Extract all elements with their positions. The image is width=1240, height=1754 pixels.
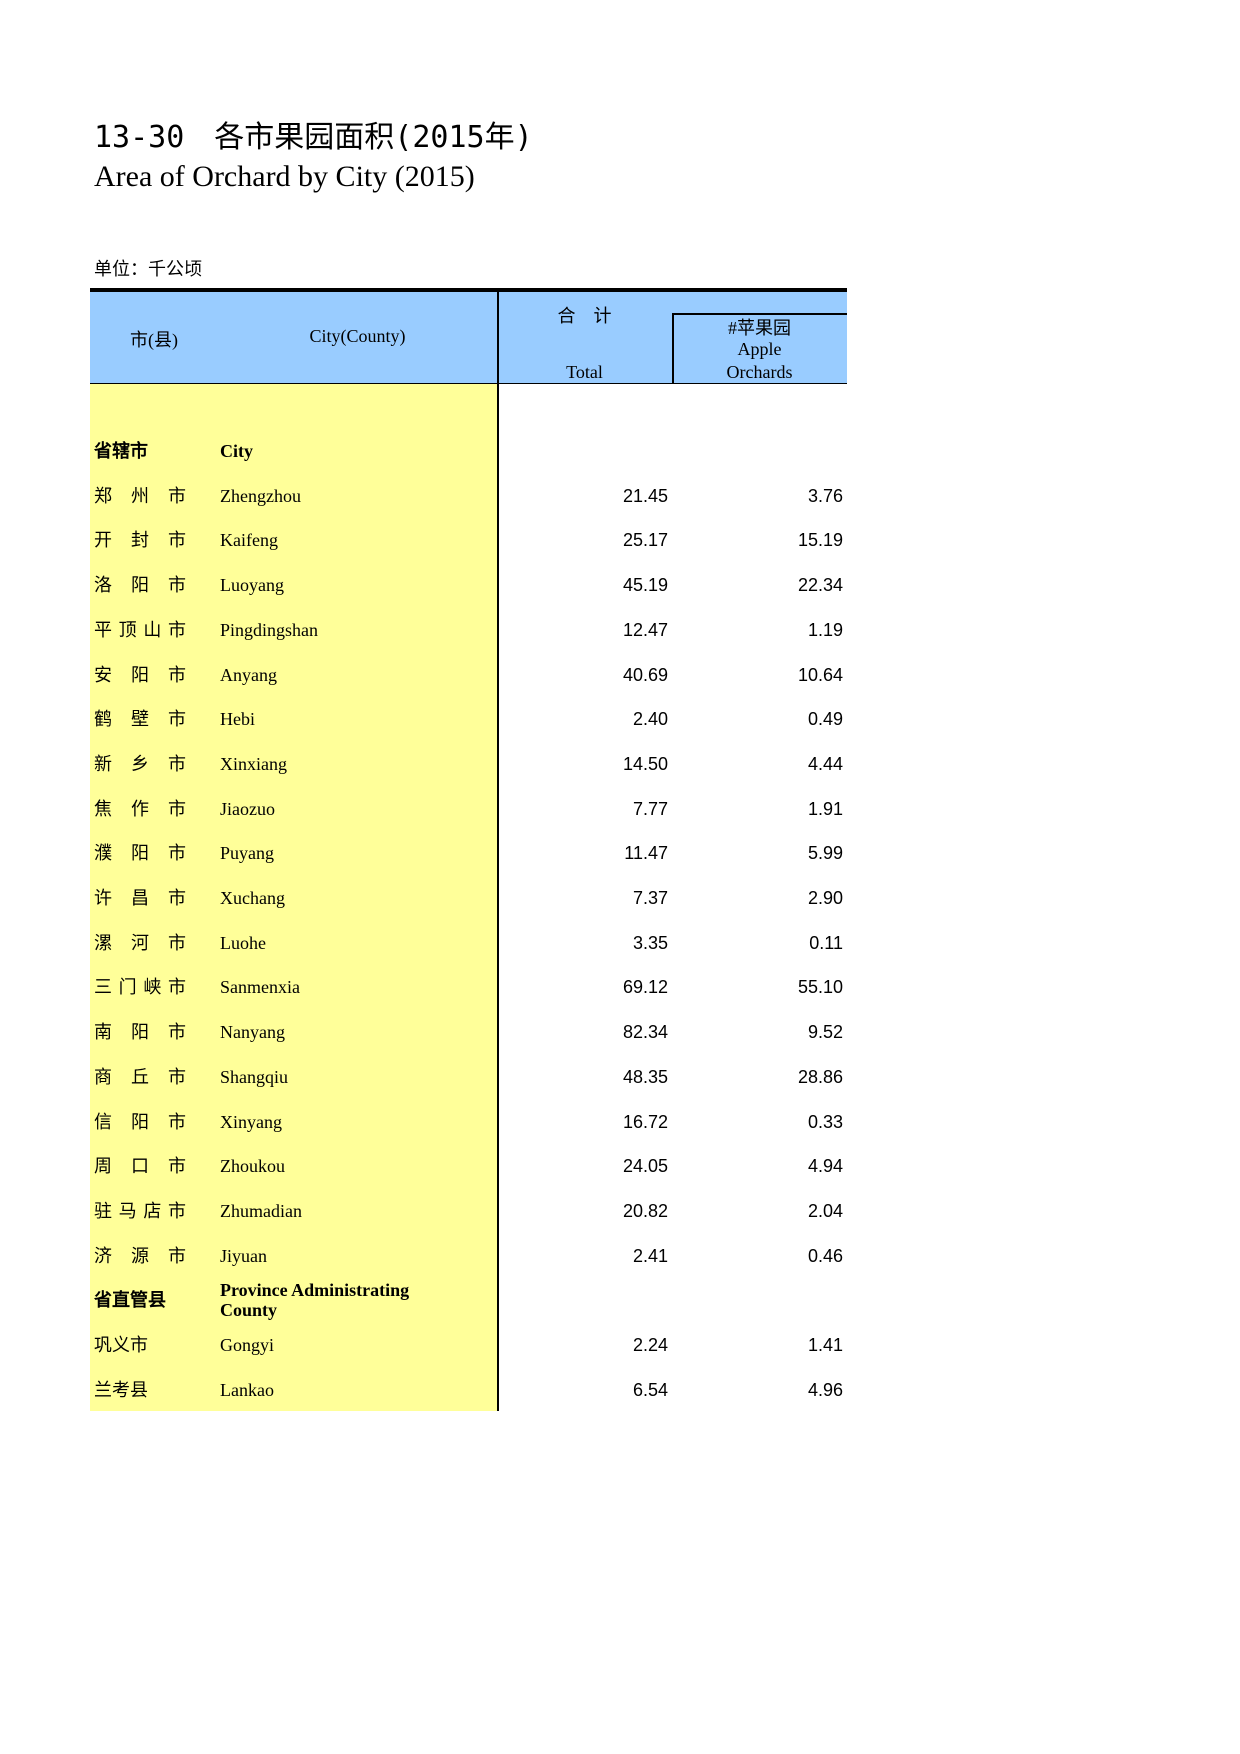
row-name-en: Shangqiu (220, 1066, 289, 1087)
row-name-en: Zhoukou (220, 1156, 285, 1177)
row-name-cn: 许昌市 (94, 888, 186, 908)
row-total: 69.12 (622, 977, 668, 998)
title-cn: 13-30 各市果园面积(2015年) (94, 120, 533, 155)
row-name-cn: 周口市 (94, 1156, 186, 1177)
row-name-en: Hebi (220, 709, 255, 730)
row-name-cn: 濮阳市 (94, 843, 186, 864)
row-apple: 1.41 (807, 1335, 843, 1355)
header-apple-en: Apple Orchards (726, 339, 793, 382)
row-apple: 1.91 (807, 798, 843, 819)
row-total: 48.35 (622, 1066, 668, 1087)
section-en: Province Administrating County (220, 1280, 410, 1321)
row-name-en: Jiaozuo (220, 798, 275, 819)
row-name-en: Xuchang (220, 888, 285, 908)
row-name-cn: 济源市 (94, 1245, 186, 1266)
row-name-en: Puyang (220, 843, 274, 864)
name-column-fill (90, 384, 497, 1411)
row-name-en: Sanmenxia (220, 977, 300, 998)
header-name-en: City(County) (309, 326, 406, 346)
row-total: 45.19 (622, 575, 668, 596)
row-apple: 4.94 (807, 1156, 843, 1177)
row-name-en: Gongyi (220, 1335, 274, 1355)
row-apple: 1.19 (807, 619, 843, 640)
row-name-cn: 郑州市 (94, 485, 186, 506)
header-divider (672, 313, 847, 315)
row-total: 7.77 (632, 798, 668, 819)
row-apple: 55.10 (797, 977, 843, 998)
row-total: 11.47 (624, 843, 668, 864)
row-name-en: Xinxiang (220, 753, 287, 774)
row-total: 2.40 (632, 709, 668, 730)
row-apple: 9.52 (807, 1022, 843, 1043)
header-total-cn: 合 计 (557, 306, 612, 326)
row-name-en: Kaifeng (220, 530, 278, 551)
column-divider (672, 313, 674, 384)
row-apple: 0.11 (809, 932, 843, 953)
row-apple: 28.86 (797, 1066, 843, 1087)
row-total: 3.35 (632, 932, 668, 953)
row-apple: 4.44 (807, 753, 843, 774)
row-total: 82.34 (622, 1022, 668, 1043)
row-name-en: Anyang (220, 664, 277, 685)
row-name-en: Pingdingshan (220, 619, 319, 640)
row-name-cn: 洛阳市 (94, 575, 186, 596)
row-total: 14.50 (622, 753, 668, 774)
header-apple-cn: #苹果园 (728, 318, 791, 338)
row-total: 7.37 (632, 888, 668, 908)
row-name-cn: 焦作市 (94, 798, 186, 819)
row-name-en: Luohe (220, 932, 266, 953)
row-name-en: Lankao (220, 1379, 274, 1400)
row-apple: 0.46 (807, 1245, 843, 1266)
row-name-cn: 漯河市 (94, 932, 186, 953)
header-total-en: Total (566, 362, 603, 382)
row-name-cn: 巩义市 (94, 1335, 148, 1355)
row-name-cn: 安阳市 (94, 664, 186, 685)
row-name-cn: 新乡市 (94, 753, 186, 774)
row-name-en: Zhumadian (220, 1200, 302, 1221)
row-name-en: Nanyang (220, 1022, 285, 1043)
row-name-cn: 南阳市 (94, 1022, 186, 1043)
row-total: 21.45 (622, 485, 668, 506)
row-total: 12.47 (622, 619, 668, 640)
row-name-cn: 开封市 (94, 530, 186, 551)
row-name-en: Xinyang (220, 1111, 282, 1132)
row-apple: 15.19 (797, 530, 843, 551)
row-apple: 22.34 (797, 575, 843, 596)
row-total: 25.17 (622, 530, 668, 551)
row-name-en: Jiyuan (220, 1245, 267, 1266)
row-name-cn: 商丘市 (94, 1066, 186, 1087)
row-total: 20.82 (622, 1200, 668, 1221)
row-apple: 4.96 (807, 1379, 843, 1400)
section-cn: 省辖市 (94, 441, 148, 461)
title-en: Area of Orchard by City (2015) (94, 160, 475, 193)
row-total: 2.41 (632, 1245, 668, 1266)
row-total: 40.69 (622, 664, 668, 685)
column-divider (497, 288, 499, 1411)
row-total: 6.54 (632, 1379, 668, 1400)
row-apple: 10.64 (797, 664, 843, 685)
row-name-cn: 兰考县 (94, 1379, 148, 1400)
row-total: 24.05 (622, 1156, 668, 1177)
row-name-en: Zhengzhou (220, 485, 301, 506)
row-apple: 0.33 (807, 1111, 843, 1132)
row-apple: 3.76 (807, 485, 843, 506)
row-name-cn: 平顶山市 (94, 619, 186, 640)
header-name-cn: 市(县) (130, 330, 178, 350)
row-name-en: Luoyang (220, 575, 284, 596)
unit: 单位：千公顷 (94, 259, 202, 279)
row-total: 2.24 (632, 1335, 668, 1355)
row-total: 16.72 (622, 1111, 668, 1132)
row-name-cn: 驻马店市 (94, 1200, 186, 1221)
row-name-cn: 三门峡市 (94, 977, 186, 998)
section-cn: 省直管县 (94, 1290, 166, 1311)
row-name-cn: 信阳市 (94, 1111, 186, 1132)
table-header: 市(县) City(County) 合 计 Total #苹果园 Apple O… (90, 288, 847, 384)
row-name-cn: 鹤壁市 (94, 709, 186, 730)
row-apple: 2.04 (807, 1200, 843, 1221)
row-apple: 0.49 (807, 709, 843, 730)
row-apple: 5.99 (807, 843, 843, 864)
section-en: City (220, 441, 253, 461)
row-apple: 2.90 (807, 888, 843, 908)
